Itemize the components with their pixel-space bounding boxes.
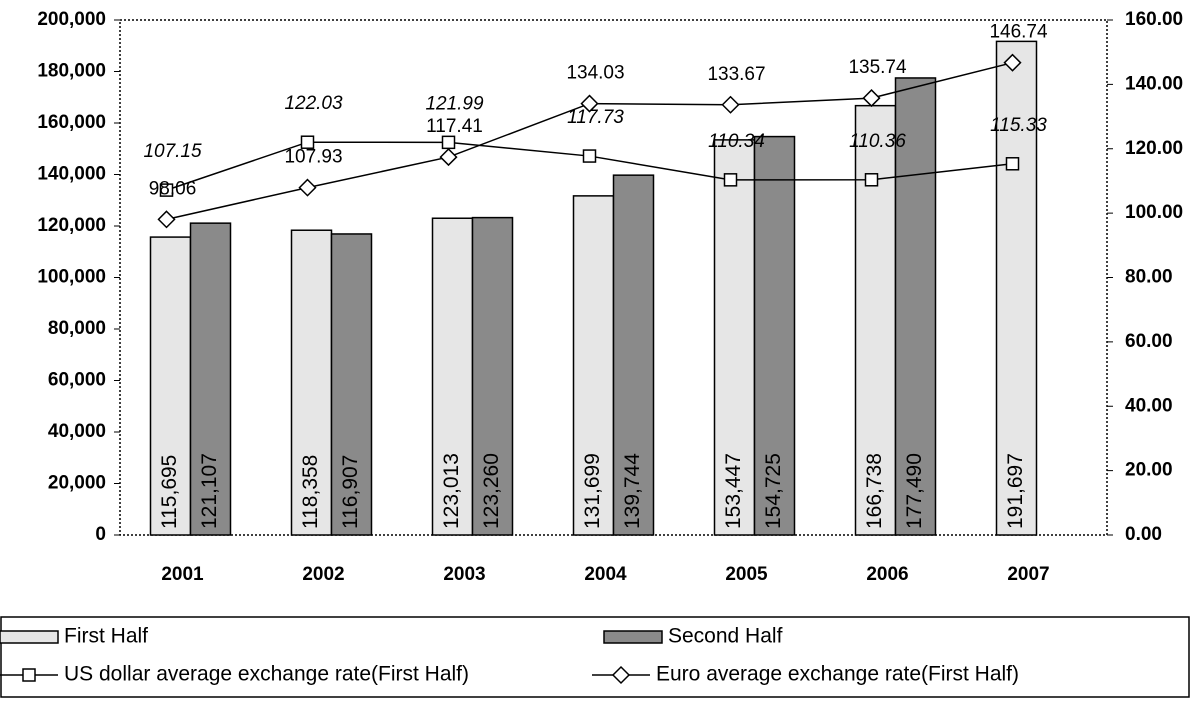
marker bbox=[1003, 53, 1022, 72]
marker bbox=[723, 173, 738, 187]
bar-value-label: 123,013 bbox=[440, 453, 463, 529]
x-tick-label: 2002 bbox=[302, 564, 344, 585]
y-tick-label: 0 bbox=[95, 524, 106, 545]
marker bbox=[298, 178, 317, 197]
y2-tick-label: 0.00 bbox=[1125, 524, 1162, 545]
marker bbox=[862, 89, 881, 108]
y2-tick-label: 40.00 bbox=[1125, 395, 1173, 416]
bar bbox=[894, 77, 937, 536]
bar bbox=[572, 195, 615, 536]
bar bbox=[612, 174, 655, 536]
bar-value-label: 177,490 bbox=[903, 453, 926, 529]
legend-marker bbox=[22, 668, 36, 682]
bar-value-label: 118,358 bbox=[299, 455, 322, 529]
marker bbox=[582, 149, 597, 163]
bar bbox=[189, 222, 232, 536]
legend-box bbox=[0, 616, 1190, 698]
y-tick-label: 20,000 bbox=[48, 473, 106, 494]
bar-value-label: 154,725 bbox=[762, 453, 785, 529]
bar-value-label: 115,695 bbox=[158, 455, 181, 529]
y-tick-label: 100,000 bbox=[37, 267, 106, 288]
marker bbox=[159, 183, 174, 197]
y-tick-label: 160,000 bbox=[37, 112, 106, 133]
bar-value-label: 166,738 bbox=[863, 453, 886, 529]
legend-label: US dollar average exchange rate(First Ha… bbox=[64, 663, 469, 686]
marker bbox=[157, 210, 176, 229]
bar bbox=[330, 233, 373, 536]
y-tick-label: 180,000 bbox=[37, 61, 106, 82]
x-tick-label: 2007 bbox=[1007, 564, 1049, 585]
bar-value-label: 153,447 bbox=[722, 453, 745, 529]
y-tick-label: 60,000 bbox=[48, 370, 106, 391]
bar-value-label: 139,744 bbox=[621, 453, 644, 529]
x-tick-label: 2005 bbox=[725, 564, 768, 585]
bar-value-label: 123,260 bbox=[480, 453, 503, 529]
y2-tick-label: 80.00 bbox=[1125, 267, 1173, 288]
legend-marker bbox=[611, 665, 631, 685]
line-value-label: 110.36 bbox=[849, 131, 906, 152]
y-tick-label: 40,000 bbox=[48, 421, 106, 442]
bar bbox=[471, 216, 514, 536]
bar bbox=[431, 217, 474, 536]
line-value-label: 110.34 bbox=[708, 131, 765, 152]
marker bbox=[1005, 157, 1020, 171]
y2-tick-label: 60.00 bbox=[1125, 331, 1173, 352]
line-value-label: 107.93 bbox=[284, 147, 342, 168]
marker bbox=[864, 173, 879, 187]
marker bbox=[441, 135, 456, 150]
marker bbox=[580, 94, 599, 113]
y-tick-label: 200,000 bbox=[37, 9, 106, 30]
y2-tick-label: 20.00 bbox=[1125, 460, 1173, 481]
bar bbox=[713, 139, 756, 536]
bar-value-label: 131,699 bbox=[581, 453, 604, 529]
x-tick-label: 2003 bbox=[443, 564, 485, 585]
bar bbox=[149, 236, 192, 536]
line-value-label: 117.41 bbox=[426, 116, 483, 137]
line-value-label: 135.74 bbox=[848, 57, 907, 78]
y-tick-label: 140,000 bbox=[37, 164, 106, 185]
legend-swatch bbox=[0, 630, 59, 644]
legend-swatch bbox=[603, 630, 663, 644]
x-tick-label: 2004 bbox=[584, 564, 627, 585]
y2-tick-label: 120.00 bbox=[1125, 138, 1183, 159]
bar bbox=[290, 229, 333, 536]
marker bbox=[300, 135, 315, 149]
legend-label: Euro average exchange rate(First Half) bbox=[656, 663, 1019, 686]
bar bbox=[995, 40, 1038, 536]
y2-tick-label: 160.00 bbox=[1125, 9, 1183, 30]
x-tick-label: 2006 bbox=[866, 564, 908, 585]
line-value-label: 146.74 bbox=[989, 22, 1048, 43]
y-tick-label: 120,000 bbox=[37, 215, 106, 236]
line-value-label: 133.67 bbox=[707, 64, 765, 85]
line-value-label: 121.99 bbox=[425, 93, 484, 114]
bar-value-label: 116,907 bbox=[339, 455, 362, 529]
x-tick-label: 2001 bbox=[161, 564, 204, 585]
line-value-label: 117.73 bbox=[567, 107, 624, 128]
bar-value-label: 121,107 bbox=[198, 453, 221, 529]
bar-value-label: 191,697 bbox=[1004, 453, 1027, 529]
line-value-label: 107.15 bbox=[143, 141, 202, 162]
marker bbox=[721, 95, 740, 114]
y-tick-label: 80,000 bbox=[48, 318, 106, 339]
line-value-label: 115.33 bbox=[990, 115, 1047, 136]
marker bbox=[439, 148, 458, 167]
y2-tick-label: 100.00 bbox=[1125, 202, 1183, 223]
line-value-label: 122.03 bbox=[284, 93, 343, 114]
y2-tick-label: 140.00 bbox=[1125, 73, 1183, 94]
legend-label: Second Half bbox=[668, 625, 783, 648]
legend-label: First Half bbox=[64, 625, 148, 648]
bar bbox=[753, 135, 796, 536]
line-value-label: 98.06 bbox=[149, 178, 197, 199]
line-value-label: 134.03 bbox=[566, 63, 624, 84]
